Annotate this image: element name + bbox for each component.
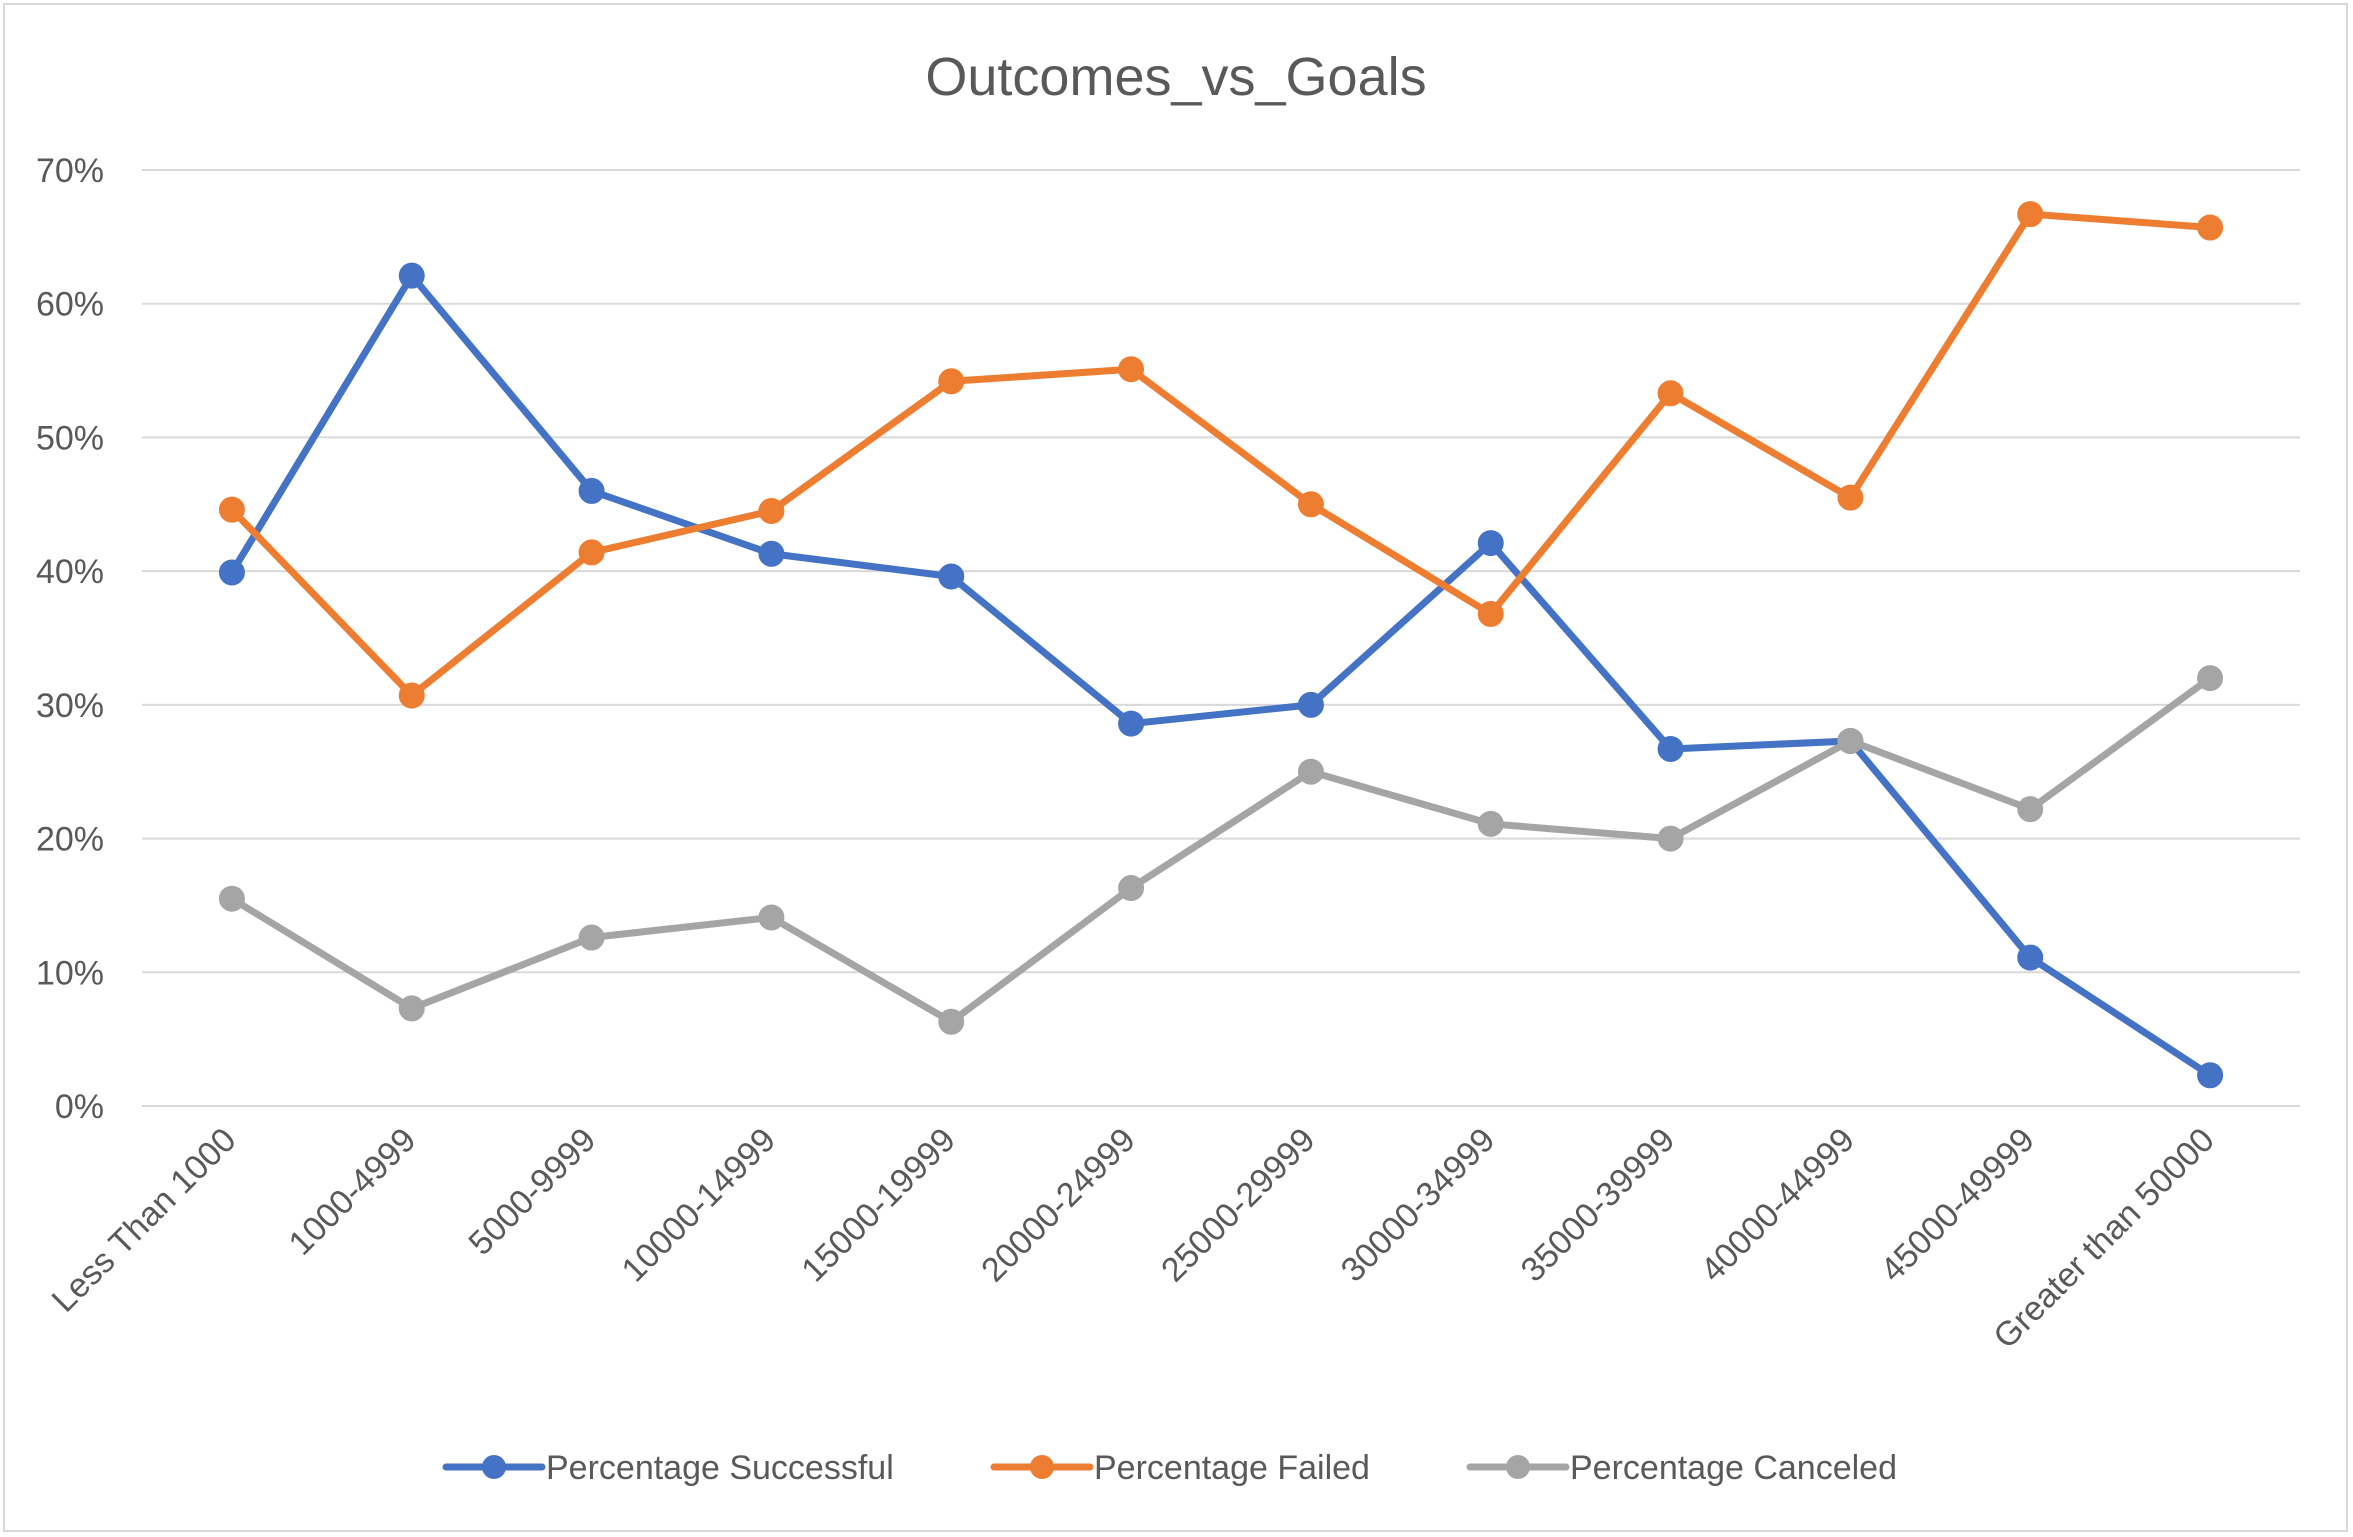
legend-item: Percentage Canceled [1466, 1449, 1897, 1487]
data-point [578, 924, 605, 951]
data-point [218, 559, 245, 586]
x-tick-label: 20000-24999 [974, 1121, 1143, 1290]
data-point [398, 682, 425, 709]
x-tick-label: 10000-14999 [614, 1121, 783, 1290]
legend-swatch-marker [482, 1455, 506, 1479]
data-point [938, 368, 965, 395]
data-point [1657, 735, 1684, 762]
data-point [578, 539, 605, 566]
data-point [1297, 758, 1324, 785]
x-tick-label: 15000-19999 [794, 1121, 963, 1290]
gridlines [142, 169, 2300, 1107]
series-line [228, 210, 2214, 699]
x-tick-label: 40000-44999 [1693, 1121, 1862, 1290]
data-point [1297, 491, 1324, 518]
y-tick-label: 10% [36, 954, 104, 992]
legend-label: Percentage Failed [1094, 1449, 1370, 1487]
data-point [2197, 1062, 2224, 1089]
data-point [2197, 214, 2224, 241]
x-tick-label: 30000-34999 [1334, 1121, 1503, 1290]
series-line [228, 272, 2214, 1079]
x-tick-label: 5000-9999 [461, 1121, 603, 1263]
legend: Percentage Successful Percentage Failed Pe… [442, 1449, 1897, 1487]
x-tick-label: 25000-29999 [1154, 1121, 1323, 1290]
data-point [398, 262, 425, 289]
data-point [1118, 356, 1145, 383]
data-point [1477, 600, 1504, 627]
data-point [2017, 944, 2044, 971]
legend-swatch-marker [1506, 1455, 1530, 1479]
legend-swatch-marker [1030, 1455, 1054, 1479]
legend-label: Percentage Canceled [1570, 1449, 1897, 1487]
y-tick-label: 20% [36, 821, 104, 859]
legend-label: Percentage Successful [546, 1449, 894, 1487]
y-tick-label: 40% [36, 553, 104, 591]
data-point [1837, 484, 1864, 511]
data-point [2017, 796, 2044, 823]
data-point [1657, 380, 1684, 407]
data-point [758, 540, 785, 567]
data-point [1837, 727, 1864, 754]
data-point [1477, 810, 1504, 837]
data-point [938, 1008, 965, 1035]
legend-item: Percentage Failed [990, 1449, 1370, 1487]
x-tick-label: 45000-49999 [1873, 1121, 2042, 1290]
x-tick-label: Less Than 1000 [45, 1121, 244, 1320]
data-point [2017, 201, 2044, 228]
data-point [218, 885, 245, 912]
data-point [938, 563, 965, 590]
x-tick-label: 35000-39999 [1514, 1121, 1683, 1290]
y-tick-label: 0% [55, 1088, 104, 1126]
data-point [1118, 710, 1145, 737]
x-axis-tick-labels: Less Than 1000 1000-4999 5000-9999 10000-14… [45, 1121, 2222, 1356]
data-point [758, 904, 785, 931]
data-point [2197, 665, 2224, 692]
series-3 [218, 665, 2224, 1035]
series-2 [218, 201, 2224, 709]
data-point [398, 995, 425, 1022]
y-tick-label: 60% [36, 286, 104, 324]
data-point [758, 497, 785, 524]
data-point [218, 496, 245, 523]
y-axis-tick-labels: 0% 10% 20% 30% 40% 50% 60% 70% [36, 152, 104, 1126]
y-tick-label: 50% [36, 419, 104, 457]
series-line [228, 674, 2214, 1026]
y-tick-label: 30% [36, 687, 104, 725]
data-point [1297, 691, 1324, 718]
chart-frame [3, 3, 2348, 1532]
data-point [578, 477, 605, 504]
x-tick-label: 1000-4999 [282, 1121, 424, 1263]
data-point [1657, 825, 1684, 852]
y-tick-label: 70% [36, 152, 104, 190]
chart-title: Outcomes_vs_Goals [925, 47, 1426, 107]
data-point [1477, 530, 1504, 557]
series-lines [218, 201, 2224, 1089]
legend-item: Percentage Successful [442, 1449, 894, 1487]
data-point [1118, 875, 1145, 902]
